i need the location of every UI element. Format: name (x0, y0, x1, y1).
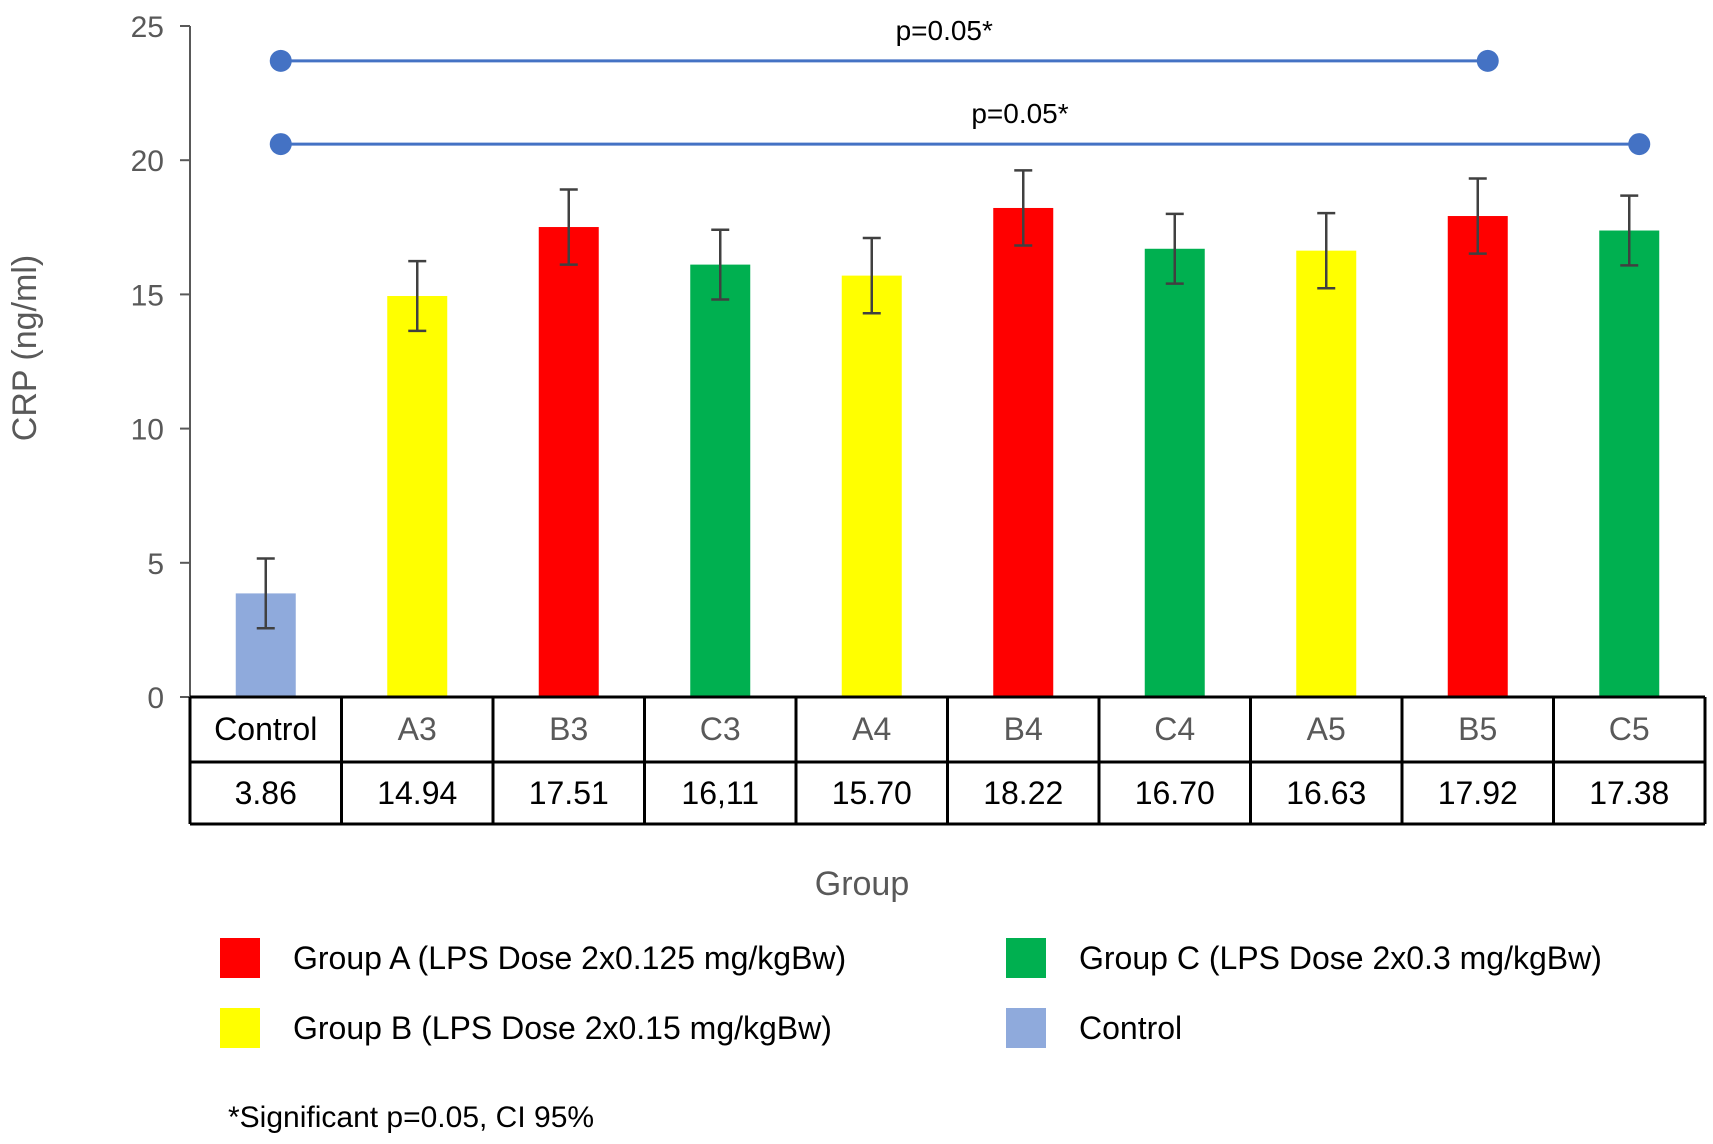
data-value-label: 16,11 (681, 775, 759, 811)
legend-swatch (1006, 938, 1046, 978)
significance-label: p=0.05* (896, 15, 993, 46)
data-table: Control A3 B3 C3 A4 B4 C4 A5 B5 C5 3.86 14.94 17.51 1… (188, 695, 1707, 826)
y-tick-label: 20 (131, 145, 164, 178)
error-bar-c5 (1620, 194, 1639, 267)
error-bar-c4 (1165, 212, 1184, 285)
data-value-label: 16.63 (1286, 775, 1366, 811)
y-tick-label: 0 (147, 682, 164, 715)
error-bar-a5 (1317, 211, 1336, 290)
data-value-label: 15.70 (832, 775, 912, 811)
x-tick-label: A5 (1307, 711, 1346, 747)
legend-item: Control (1006, 1008, 1182, 1048)
legend: Group A (LPS Dose 2x0.125 mg/kgBw) Group … (220, 938, 1602, 1048)
legend-swatch (220, 1008, 260, 1048)
error-bars (256, 169, 1639, 630)
legend-item: Group C (LPS Dose 2x0.3 mg/kgBw) (1006, 938, 1602, 978)
x-tick-label: B5 (1458, 711, 1497, 747)
bar-c3 (690, 264, 751, 697)
significance-label: p=0.05* (971, 98, 1068, 129)
legend-label: Control (1079, 1010, 1182, 1046)
legend-label: Group B (LPS Dose 2x0.15 mg/kgBw) (293, 1010, 832, 1046)
x-tick-label: Control (214, 711, 317, 747)
x-axis-title: Group (815, 865, 910, 903)
data-value-label: 17.92 (1438, 775, 1518, 811)
error-bar-control (256, 557, 275, 630)
y-tick-label: 25 (131, 11, 164, 44)
bar-b5 (1447, 216, 1508, 697)
significance-bracket-1: p=0.05* (269, 15, 1499, 72)
bar-a3 (387, 296, 448, 697)
data-value-label: 14.94 (377, 775, 457, 811)
x-tick-label: A4 (852, 711, 891, 747)
data-value-label: 16.70 (1135, 775, 1215, 811)
x-tick-label: A3 (398, 711, 437, 747)
error-bar-b4 (1014, 169, 1033, 247)
significance-brackets: p=0.05* p=0.05* (269, 15, 1651, 156)
significance-endpoint (1628, 133, 1651, 156)
bar-a4 (841, 275, 902, 697)
legend-swatch (1006, 1008, 1046, 1048)
y-axis: 0 5 10 15 20 25 (131, 11, 191, 715)
error-bar-b5 (1468, 177, 1487, 255)
legend-label: Group A (LPS Dose 2x0.125 mg/kgBw) (293, 940, 846, 976)
error-bar-b3 (559, 188, 578, 266)
error-bar-a3 (408, 259, 427, 333)
y-tick-label: 15 (131, 279, 164, 312)
legend-item: Group A (LPS Dose 2x0.125 mg/kgBw) (220, 938, 846, 978)
bar-b3 (538, 227, 599, 697)
y-tick-label: 10 (131, 414, 164, 447)
legend-label: Group C (LPS Dose 2x0.3 mg/kgBw) (1079, 940, 1602, 976)
significance-bracket-2: p=0.05* (269, 98, 1651, 156)
y-tick-label: 5 (147, 548, 164, 581)
error-bar-c3 (711, 228, 730, 301)
x-tick-label: C4 (1154, 711, 1195, 747)
bar-b4 (993, 207, 1054, 697)
significance-endpoint (269, 49, 292, 72)
significance-endpoint (269, 133, 292, 156)
data-value-label: 17.51 (529, 775, 609, 811)
bars (235, 207, 1660, 697)
bar-a5 (1296, 250, 1357, 697)
significance-note: *Significant p=0.05, CI 95% (228, 1101, 594, 1134)
x-tick-label: C5 (1609, 711, 1650, 747)
data-value-label: 3.86 (235, 775, 297, 811)
x-tick-label: B4 (1004, 711, 1043, 747)
x-tick-label: B3 (549, 711, 588, 747)
data-value-label: 18.22 (983, 775, 1063, 811)
legend-swatch (220, 938, 260, 978)
x-tick-label: C3 (700, 711, 741, 747)
significance-endpoint (1476, 49, 1499, 72)
y-axis-title: CRP (ng/ml) (6, 255, 44, 441)
error-bar-a4 (862, 236, 881, 315)
legend-item: Group B (LPS Dose 2x0.15 mg/kgBw) (220, 1008, 832, 1048)
data-value-label: 17.38 (1589, 775, 1669, 811)
bar-c4 (1144, 248, 1205, 697)
bar-c5 (1599, 230, 1660, 697)
